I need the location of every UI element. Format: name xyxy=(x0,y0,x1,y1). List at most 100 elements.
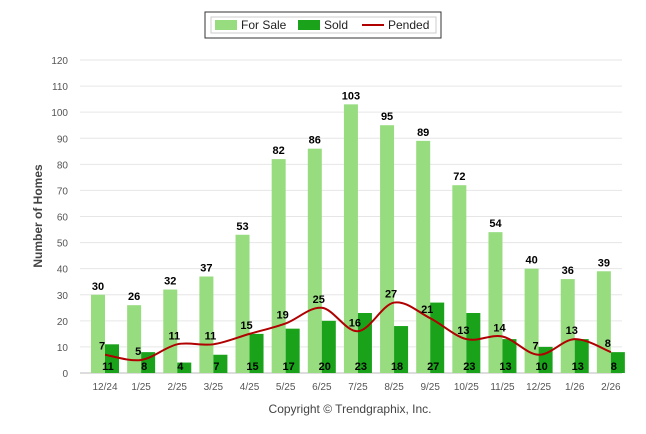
bar-for-sale xyxy=(199,276,214,373)
bar-sold xyxy=(610,352,625,373)
label-sold: 11 xyxy=(102,361,114,373)
copyright-credit: Copyright © Trendgraphix, Inc. xyxy=(269,402,432,416)
legend-swatch-for-sale xyxy=(215,20,237,30)
label-for-sale: 54 xyxy=(489,218,502,230)
y-tick-label: 110 xyxy=(52,82,68,93)
bar-for-sale xyxy=(416,140,431,373)
label-for-sale: 53 xyxy=(236,221,248,233)
legend: For Sale Sold Pended xyxy=(204,11,442,39)
label-for-sale: 86 xyxy=(309,135,321,147)
bar-for-sale xyxy=(91,294,105,373)
label-sold: 15 xyxy=(246,361,258,373)
x-tick-label: 11/25 xyxy=(490,382,515,393)
bars xyxy=(91,104,625,373)
y-tick-label: 70 xyxy=(57,186,69,197)
bar-sold xyxy=(394,326,409,373)
bar-for-sale xyxy=(380,125,395,373)
y-tick-label: 80 xyxy=(57,160,69,171)
x-tick-label: 4/25 xyxy=(240,382,260,393)
label-pended: 11 xyxy=(205,330,217,342)
x-tick-label: 10/25 xyxy=(454,382,479,393)
label-pended: 16 xyxy=(349,317,361,329)
bar-for-sale xyxy=(307,148,322,373)
x-tick-label: 5/25 xyxy=(276,382,296,393)
y-tick-label: 30 xyxy=(57,291,69,302)
y-tick-label: 90 xyxy=(57,134,69,145)
y-axis-label: Number of Homes xyxy=(31,164,45,268)
x-tick-label: 8/25 xyxy=(384,382,404,393)
label-pended: 13 xyxy=(566,325,578,337)
label-for-sale: 89 xyxy=(417,127,429,139)
y-tick-label: 100 xyxy=(51,108,68,119)
pended-line xyxy=(104,301,612,362)
label-for-sale: 26 xyxy=(128,291,140,303)
label-pended: 7 xyxy=(99,341,105,353)
label-sold: 13 xyxy=(572,361,584,373)
label-sold: 20 xyxy=(319,361,331,373)
y-tick-label: 40 xyxy=(57,265,69,276)
label-pended: 14 xyxy=(493,322,506,334)
label-for-sale: 37 xyxy=(200,262,212,274)
label-sold: 8 xyxy=(141,361,147,373)
label-pended: 21 xyxy=(421,304,433,316)
y-tick-label: 20 xyxy=(57,317,69,328)
legend-label-for-sale: For Sale xyxy=(241,18,287,32)
pended-line-group xyxy=(104,301,612,362)
bar-for-sale xyxy=(343,104,358,373)
bar-for-sale xyxy=(127,305,142,373)
bar-sold xyxy=(321,320,336,373)
bar-sold xyxy=(357,313,372,373)
y-tick-label: 60 xyxy=(57,213,69,224)
bar-for-sale xyxy=(452,185,467,373)
x-tick-label: 1/25 xyxy=(131,382,151,393)
label-pended: 8 xyxy=(605,338,611,350)
label-for-sale: 95 xyxy=(381,111,393,123)
bar-for-sale xyxy=(271,159,286,373)
label-for-sale: 39 xyxy=(598,257,610,269)
legend-inner-box xyxy=(210,16,437,34)
label-pended: 15 xyxy=(240,320,252,332)
legend-label-sold: Sold xyxy=(324,18,348,32)
x-tick-label: 2/26 xyxy=(601,382,621,393)
label-sold: 10 xyxy=(535,361,547,373)
label-pended: 25 xyxy=(313,294,325,306)
bar-sold xyxy=(285,328,300,373)
bar-for-sale xyxy=(488,232,503,373)
bar-for-sale xyxy=(235,234,250,373)
label-sold: 4 xyxy=(177,361,184,373)
label-sold: 23 xyxy=(355,361,367,373)
x-axis-ticks: 12/24 1/25 2/25 3/25 4/25 5/25 6/25 7/25 8/25 9/2… xyxy=(92,382,621,393)
label-pended: 13 xyxy=(457,325,469,337)
bar-sold xyxy=(213,354,228,373)
label-sold: 13 xyxy=(499,361,511,373)
label-sold: 7 xyxy=(213,361,219,373)
label-sold: 18 xyxy=(391,361,403,373)
label-for-sale: 36 xyxy=(562,265,574,277)
bar-sold xyxy=(249,333,264,373)
x-tick-label: 2/25 xyxy=(168,382,188,393)
bar-for-sale xyxy=(524,268,539,373)
label-pended: 7 xyxy=(533,341,539,353)
label-sold: 8 xyxy=(611,361,617,373)
y-tick-label: 120 xyxy=(51,56,68,67)
y-tick-label: 10 xyxy=(57,343,69,354)
x-tick-label: 12/24 xyxy=(92,382,117,393)
label-for-sale: 30 xyxy=(92,281,104,293)
label-for-sale: 103 xyxy=(342,90,360,102)
x-tick-label: 7/25 xyxy=(348,382,368,393)
label-for-sale: 32 xyxy=(164,276,176,288)
bar-sold xyxy=(502,339,517,373)
y-tick-label: 0 xyxy=(62,369,68,380)
label-pended: 5 xyxy=(135,346,141,358)
label-sold: 27 xyxy=(427,361,439,373)
bar-sold xyxy=(574,339,589,373)
x-tick-label: 1/26 xyxy=(565,382,585,393)
bar-sold xyxy=(177,362,192,373)
label-pended: 19 xyxy=(277,309,289,321)
x-tick-label: 12/25 xyxy=(526,382,551,393)
bar-sold xyxy=(466,313,481,373)
legend-swatch-sold xyxy=(298,20,320,30)
y-axis-ticks: 0 10 20 30 40 50 60 70 80 90 100 110 120 xyxy=(51,56,68,380)
label-sold: 23 xyxy=(463,361,475,373)
